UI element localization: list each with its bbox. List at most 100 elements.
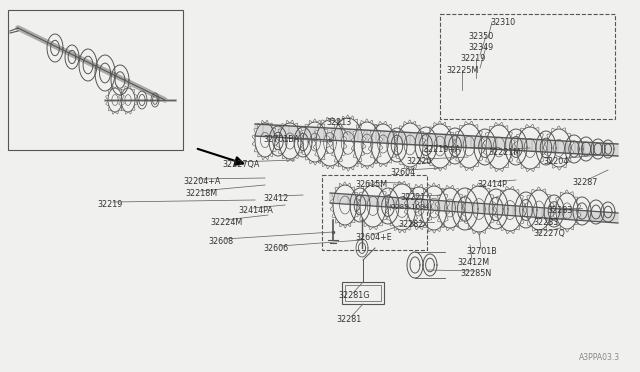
- Text: 32349: 32349: [468, 43, 493, 52]
- Polygon shape: [298, 128, 301, 134]
- Polygon shape: [398, 229, 402, 233]
- Polygon shape: [380, 137, 383, 143]
- Polygon shape: [514, 141, 518, 148]
- Polygon shape: [357, 207, 361, 214]
- Polygon shape: [442, 122, 446, 126]
- Polygon shape: [464, 218, 468, 224]
- Bar: [440, 14, 615, 119]
- Polygon shape: [276, 135, 280, 141]
- Polygon shape: [404, 208, 408, 215]
- Polygon shape: [570, 192, 573, 196]
- Polygon shape: [344, 143, 347, 150]
- Polygon shape: [290, 120, 294, 124]
- Polygon shape: [453, 147, 457, 154]
- Polygon shape: [455, 222, 459, 227]
- Polygon shape: [413, 193, 417, 199]
- Polygon shape: [390, 189, 394, 193]
- Polygon shape: [424, 223, 428, 228]
- Polygon shape: [261, 121, 264, 124]
- Polygon shape: [492, 209, 496, 216]
- Polygon shape: [387, 215, 390, 221]
- Polygon shape: [343, 182, 347, 185]
- Polygon shape: [500, 190, 504, 195]
- Polygon shape: [522, 202, 525, 209]
- Polygon shape: [378, 121, 383, 125]
- Polygon shape: [426, 132, 429, 138]
- Polygon shape: [399, 126, 403, 131]
- Polygon shape: [530, 124, 534, 128]
- Polygon shape: [383, 163, 388, 167]
- Polygon shape: [112, 111, 115, 114]
- Polygon shape: [547, 157, 552, 163]
- Polygon shape: [490, 194, 493, 201]
- Polygon shape: [365, 119, 369, 122]
- Polygon shape: [406, 215, 410, 221]
- Polygon shape: [400, 160, 403, 165]
- Polygon shape: [356, 159, 360, 164]
- Polygon shape: [447, 160, 451, 165]
- Polygon shape: [119, 101, 122, 106]
- Polygon shape: [356, 125, 360, 130]
- Polygon shape: [556, 219, 560, 225]
- Polygon shape: [108, 90, 111, 94]
- Polygon shape: [481, 138, 484, 145]
- Text: 32220: 32220: [406, 157, 431, 166]
- Polygon shape: [397, 181, 401, 185]
- Polygon shape: [486, 189, 490, 193]
- Text: 32221: 32221: [400, 193, 426, 202]
- Polygon shape: [341, 129, 345, 135]
- Polygon shape: [282, 154, 286, 159]
- Polygon shape: [317, 159, 321, 164]
- Polygon shape: [497, 196, 500, 202]
- Polygon shape: [134, 100, 138, 105]
- Polygon shape: [335, 187, 339, 192]
- Polygon shape: [379, 163, 383, 167]
- Polygon shape: [556, 198, 560, 203]
- Polygon shape: [371, 153, 374, 158]
- Polygon shape: [453, 138, 457, 146]
- Polygon shape: [411, 222, 415, 227]
- Polygon shape: [531, 167, 535, 171]
- Polygon shape: [332, 130, 335, 136]
- Polygon shape: [394, 144, 398, 151]
- Text: 32219+A: 32219+A: [423, 145, 461, 154]
- Polygon shape: [423, 189, 427, 194]
- Polygon shape: [388, 158, 392, 163]
- Polygon shape: [374, 125, 378, 130]
- Polygon shape: [111, 86, 115, 90]
- Polygon shape: [404, 164, 408, 169]
- Polygon shape: [122, 106, 125, 111]
- Polygon shape: [302, 150, 306, 155]
- Polygon shape: [360, 129, 364, 135]
- Polygon shape: [394, 226, 397, 231]
- Polygon shape: [332, 212, 336, 218]
- Polygon shape: [275, 140, 278, 146]
- Polygon shape: [368, 137, 372, 144]
- Polygon shape: [432, 230, 436, 233]
- Polygon shape: [300, 141, 304, 147]
- Text: 32414P: 32414P: [477, 180, 507, 189]
- Text: 32219: 32219: [460, 54, 485, 63]
- Polygon shape: [494, 203, 498, 210]
- Polygon shape: [255, 124, 618, 156]
- Text: 32224M: 32224M: [210, 218, 243, 227]
- Polygon shape: [547, 194, 551, 201]
- Text: 32283: 32283: [547, 206, 572, 215]
- Polygon shape: [483, 140, 487, 147]
- Polygon shape: [392, 130, 396, 136]
- Polygon shape: [252, 134, 255, 140]
- Polygon shape: [547, 134, 551, 140]
- Polygon shape: [360, 215, 364, 221]
- Polygon shape: [347, 183, 351, 187]
- Polygon shape: [412, 121, 416, 126]
- Polygon shape: [383, 121, 387, 125]
- Polygon shape: [408, 167, 412, 170]
- Polygon shape: [313, 137, 317, 143]
- Bar: [345, 285, 381, 301]
- Polygon shape: [436, 227, 440, 231]
- Polygon shape: [477, 232, 481, 235]
- Polygon shape: [560, 192, 564, 197]
- Polygon shape: [350, 116, 354, 120]
- Polygon shape: [364, 221, 368, 227]
- Polygon shape: [472, 229, 477, 234]
